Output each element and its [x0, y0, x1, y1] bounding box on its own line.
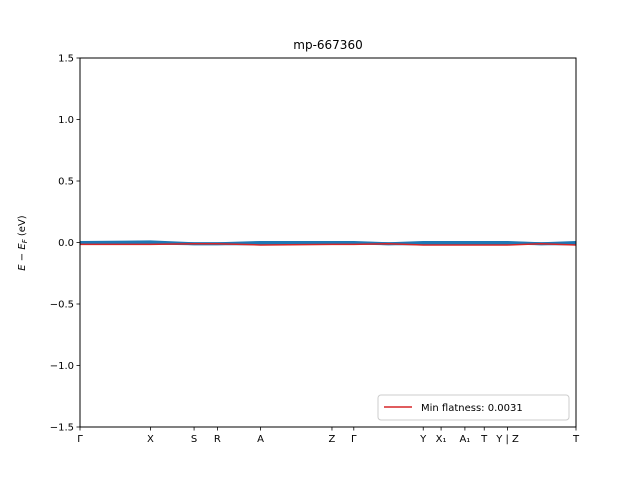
y-tick-label: −0.5	[50, 300, 74, 311]
x-tick-label: Z	[329, 434, 336, 445]
legend-label: Min flatness: 0.0031	[421, 403, 523, 414]
y-tick-label: 1.0	[58, 115, 74, 126]
y-tick-label: 0.5	[58, 177, 74, 188]
x-tick-label: A₁	[459, 434, 470, 445]
chart-title: mp-667360	[293, 38, 362, 52]
y-tick-label: 1.5	[58, 54, 74, 65]
flattest-band-line	[80, 242, 577, 246]
x-tick-label: T	[480, 434, 488, 445]
x-tick-label: Γ	[351, 434, 357, 445]
legend: Min flatness: 0.0031	[377, 394, 570, 421]
legend-box	[377, 394, 570, 421]
x-axis-ticks: Γ X S R A Z Γ Y X₁ A₁ T Y | Z T	[77, 427, 580, 445]
x-tick-label: T	[572, 434, 580, 445]
x-tick-label: Y | Z	[495, 434, 519, 445]
x-tick-label: A	[257, 434, 264, 445]
y-tick-label: −1.0	[50, 361, 74, 372]
x-tick-label: Γ	[77, 434, 83, 445]
x-tick-label: X	[147, 434, 154, 445]
x-tick-label: Y	[419, 434, 427, 445]
x-tick-label: S	[191, 434, 197, 445]
y-axis-ticks: 1.5 1.0 0.5 0.0 −0.5 −1.0 −1.5	[50, 54, 80, 434]
y-axis-label: E − EF (eV)	[17, 215, 29, 271]
y-tick-label: 0.0	[58, 238, 74, 249]
series-layer	[79, 240, 577, 246]
y-tick-label: −1.5	[50, 423, 74, 434]
x-tick-label: X₁	[436, 434, 447, 445]
x-tick-label: R	[214, 434, 221, 445]
